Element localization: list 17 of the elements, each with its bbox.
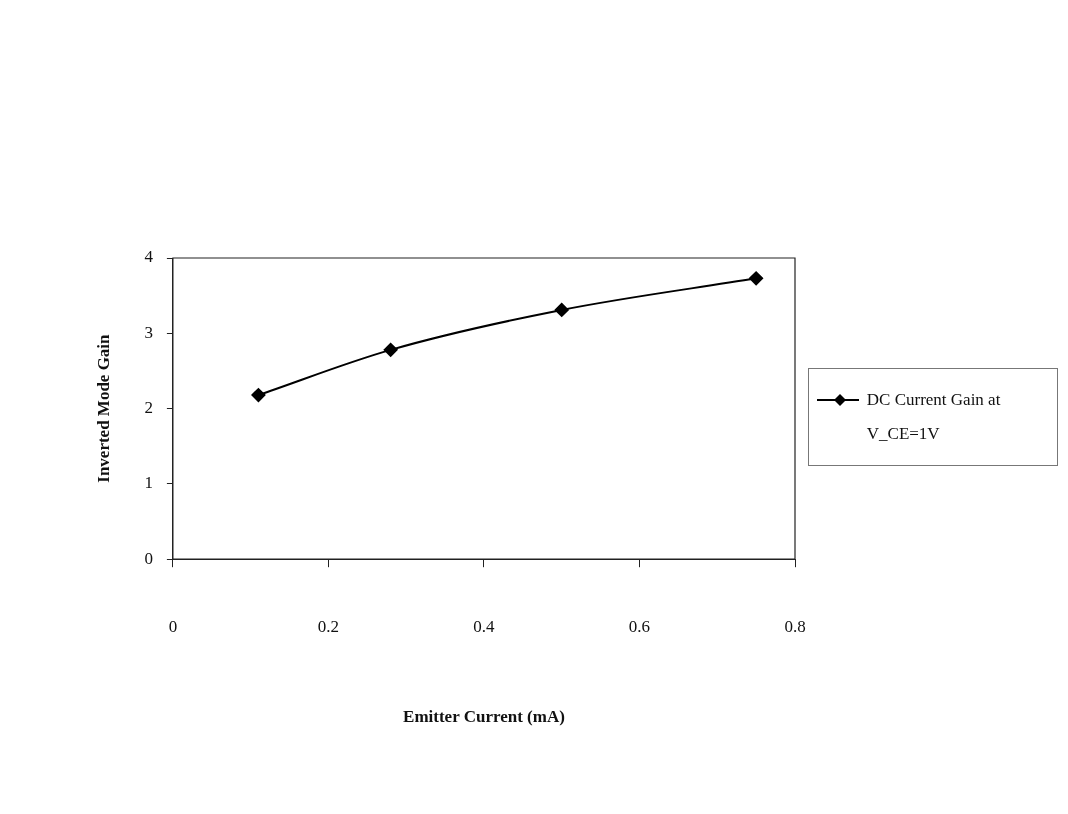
y-tick-label: 0 bbox=[144, 548, 153, 568]
point bbox=[749, 271, 764, 286]
y-tick-label: 1 bbox=[144, 473, 153, 493]
x-tick-label: 0.2 bbox=[317, 616, 340, 636]
x-tick-label: 0.8 bbox=[784, 616, 806, 636]
x-axis-title: Emitter Current (mA) bbox=[403, 707, 565, 727]
x-tick-label: 0.6 bbox=[628, 616, 651, 636]
x-tick-label: 0 bbox=[168, 616, 178, 636]
y-tick-label: 3 bbox=[144, 322, 153, 342]
x-tick-label: 0.4 bbox=[473, 616, 496, 636]
point bbox=[383, 342, 398, 357]
legend-label: DC Current Gain at V_CE=1V bbox=[866, 389, 1002, 445]
y-axis-title: Inverted Mode Gain bbox=[93, 333, 113, 483]
point bbox=[251, 388, 266, 403]
point bbox=[554, 302, 569, 317]
y-tick-label: 2 bbox=[144, 398, 153, 418]
y-tick-label: 4 bbox=[144, 247, 154, 267]
